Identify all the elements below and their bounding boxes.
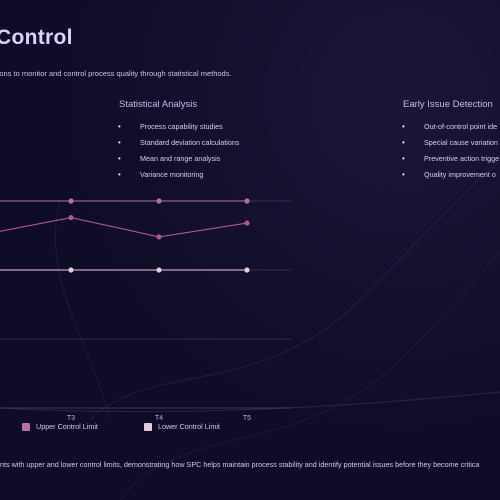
legend-swatch-upper (22, 422, 30, 431)
process-line (0, 216, 248, 238)
chart-caption: ents with upper and lower control limits… (0, 460, 480, 469)
list-item: Special cause variation (402, 137, 499, 153)
list-item: Standard deviation calculations (118, 137, 240, 153)
legend-swatch-lower (144, 422, 152, 431)
x-tick-label: T4 (155, 415, 163, 422)
upper-limit-point (244, 198, 250, 204)
legend-label-lower: Lower Control Limit (158, 422, 220, 431)
list-item: Mean and range analysis (118, 153, 240, 169)
lower-limit-point (156, 267, 162, 273)
list-item: Variance monitoring (118, 169, 240, 185)
statistical-analysis-list: Process capability studies Standard devi… (118, 121, 240, 185)
x-tick-label: T5 (243, 415, 251, 422)
list-item: Process capability studies (118, 121, 240, 137)
section-heading-statistical-analysis: Statistical Analysis (119, 99, 198, 110)
process-point (68, 214, 74, 221)
page-subtitle: izations to monitor and control process … (0, 69, 232, 78)
lower-limit-point (68, 267, 74, 273)
upper-limit-point (156, 198, 162, 204)
process-point (244, 220, 250, 226)
list-item: Quality improvement o (402, 169, 499, 185)
legend-label-upper: Upper Control Limit (36, 422, 98, 431)
early-issue-detection-list: Out-of-control point ide Special cause v… (402, 121, 499, 185)
process-point (156, 234, 162, 240)
legend-item-lower-limit: Lower Control Limit (144, 422, 220, 431)
list-item: Preventive action trigge (402, 153, 499, 169)
section-heading-early-issue-detection: Early Issue Detection (403, 99, 493, 110)
list-item: Out-of-control point ide (402, 121, 499, 137)
page-title: Control (0, 26, 73, 49)
upper-limit-point (68, 198, 74, 204)
legend-item-upper-limit: Upper Control Limit (22, 422, 98, 431)
x-tick-label: T3 (67, 415, 75, 422)
lower-limit-point (244, 267, 250, 273)
